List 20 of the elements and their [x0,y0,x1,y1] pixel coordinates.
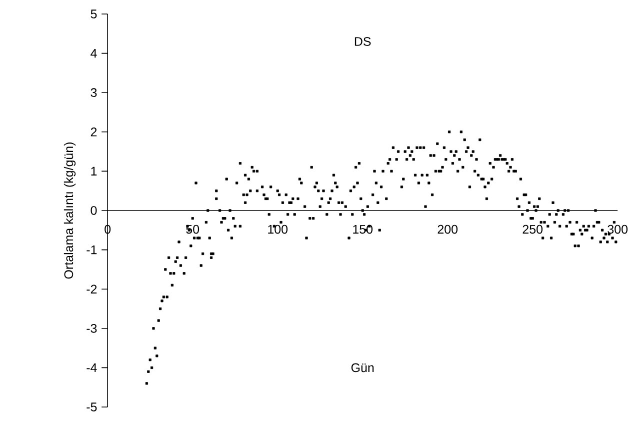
x-tick-label: 300 [608,224,628,234]
y-tick-label: -3 [86,324,97,333]
x-tick-label: 200 [438,224,458,234]
y-tick-label: 3 [90,88,97,98]
y-tick-label: 1 [91,166,97,176]
y-tick-label: 0 [90,206,97,215]
x-tick-label: 50 [186,224,200,234]
y-tick-label: -5 [86,402,97,412]
x-tick-label: 150 [353,224,373,234]
text: DS [354,37,371,46]
y-tick-label: 5 [90,10,97,18]
x-tick-label: 250 [522,224,543,234]
y-tick-label: -1 [86,246,97,254]
x-axis-title: Gün [351,363,374,372]
y-axis-title: Ortalama kalıntı (kg/gün) [64,142,76,279]
y-tick-label: -4 [86,363,97,372]
x-tick-label: 100 [268,224,288,234]
y-tick-label: 2 [90,128,97,136]
y-tick-label: 4 [90,49,97,58]
y-tick-label: -2 [86,284,97,294]
